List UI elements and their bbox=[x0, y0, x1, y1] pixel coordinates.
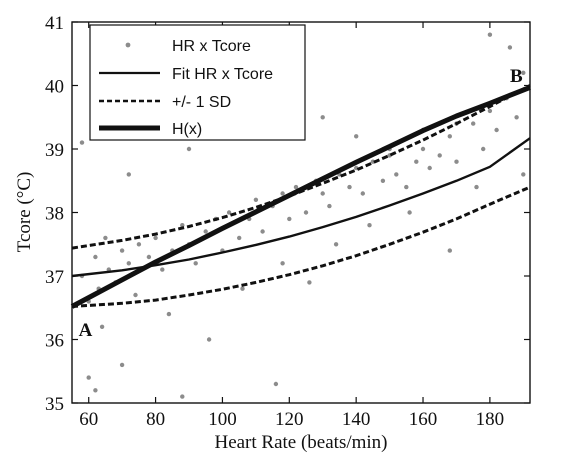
scatter-point bbox=[367, 223, 371, 227]
scatter-point bbox=[280, 191, 284, 195]
scatter-point bbox=[521, 172, 525, 176]
scatter-point bbox=[354, 134, 358, 138]
y-tick-label: 39 bbox=[45, 140, 64, 161]
scatter-point bbox=[180, 394, 184, 398]
scatter-point bbox=[287, 217, 291, 221]
scatter-point bbox=[133, 293, 137, 297]
scatter-point bbox=[307, 280, 311, 284]
scatter-point bbox=[160, 267, 164, 271]
y-tick-label: 38 bbox=[45, 204, 64, 225]
scatter-point bbox=[508, 45, 512, 49]
x-tick-label: 160 bbox=[409, 409, 438, 430]
scatter-point bbox=[254, 198, 258, 202]
x-tick-label: 120 bbox=[275, 409, 304, 430]
scatter-point bbox=[327, 204, 331, 208]
scatter-point bbox=[334, 242, 338, 246]
y-tick-label: 36 bbox=[45, 331, 64, 352]
scatter-point bbox=[421, 147, 425, 151]
scatter-point bbox=[321, 191, 325, 195]
y-axis-label: Tcore (°C) bbox=[14, 172, 35, 253]
x-tick-label: 140 bbox=[342, 409, 371, 430]
scatter-point bbox=[87, 375, 91, 379]
y-tick-label: 35 bbox=[45, 394, 64, 415]
x-axis-label: Heart Rate (beats/min) bbox=[214, 432, 387, 453]
scatter-point bbox=[394, 172, 398, 176]
scatter-point bbox=[474, 185, 478, 189]
scatter-point bbox=[147, 255, 151, 259]
scatter-point bbox=[494, 128, 498, 132]
sd-line-3 bbox=[72, 187, 530, 306]
x-tick-label: 180 bbox=[476, 409, 505, 430]
scatter-point bbox=[237, 236, 241, 240]
legend-label-hx: H(x) bbox=[172, 121, 202, 138]
scatter-point bbox=[488, 33, 492, 37]
scatter-point bbox=[127, 261, 131, 265]
scatter-point bbox=[404, 185, 408, 189]
scatter-point bbox=[321, 115, 325, 119]
legend-marker-scatter bbox=[126, 43, 131, 48]
scatter-point bbox=[471, 121, 475, 125]
y-tick-label: 40 bbox=[45, 77, 64, 98]
scatter-point bbox=[514, 115, 518, 119]
scatter-point bbox=[428, 166, 432, 170]
scatter-point bbox=[207, 337, 211, 341]
scatter-point bbox=[454, 160, 458, 164]
y-tick-label: 37 bbox=[45, 267, 64, 288]
scatter-point bbox=[120, 248, 124, 252]
scatter-point bbox=[194, 261, 198, 265]
point-label-b: B bbox=[510, 66, 523, 87]
scatter-point bbox=[167, 312, 171, 316]
scatter-point bbox=[137, 242, 141, 246]
scatter-point bbox=[103, 236, 107, 240]
scatter-point bbox=[304, 210, 308, 214]
scatter-point bbox=[438, 153, 442, 157]
scatter-point bbox=[347, 185, 351, 189]
scatter-point bbox=[260, 229, 264, 233]
scatter-point bbox=[93, 255, 97, 259]
scatter-point bbox=[204, 229, 208, 233]
x-tick-label: 80 bbox=[146, 409, 165, 430]
scatter-point bbox=[407, 210, 411, 214]
scatter-point bbox=[481, 147, 485, 151]
scatter-point bbox=[488, 109, 492, 113]
y-tick-label: 41 bbox=[45, 13, 64, 34]
scatter-point bbox=[100, 325, 104, 329]
scatter-point bbox=[153, 236, 157, 240]
scatter-point bbox=[80, 140, 84, 144]
scatter-point bbox=[280, 261, 284, 265]
legend-label-fit: Fit HR x Tcore bbox=[172, 66, 273, 83]
legend: HR x Tcore Fit HR x Tcore +/- 1 SD H(x) bbox=[90, 25, 305, 140]
scatter-point bbox=[448, 134, 452, 138]
legend-label-scatter: HR x Tcore bbox=[172, 38, 251, 55]
fit-line bbox=[72, 138, 530, 276]
x-tick-label: 100 bbox=[208, 409, 237, 430]
scatter-point bbox=[187, 147, 191, 151]
x-tick-label: 60 bbox=[79, 409, 98, 430]
scatter-point bbox=[274, 382, 278, 386]
scatter-point bbox=[448, 248, 452, 252]
legend-label-sd: +/- 1 SD bbox=[172, 94, 231, 111]
scatter-point bbox=[127, 172, 131, 176]
scatter-point bbox=[361, 191, 365, 195]
scatter-point bbox=[414, 160, 418, 164]
scatter-point bbox=[93, 388, 97, 392]
scatter-point bbox=[381, 179, 385, 183]
scatter-point bbox=[120, 363, 124, 367]
scatter-point bbox=[240, 287, 244, 291]
point-label-a: A bbox=[79, 320, 93, 341]
